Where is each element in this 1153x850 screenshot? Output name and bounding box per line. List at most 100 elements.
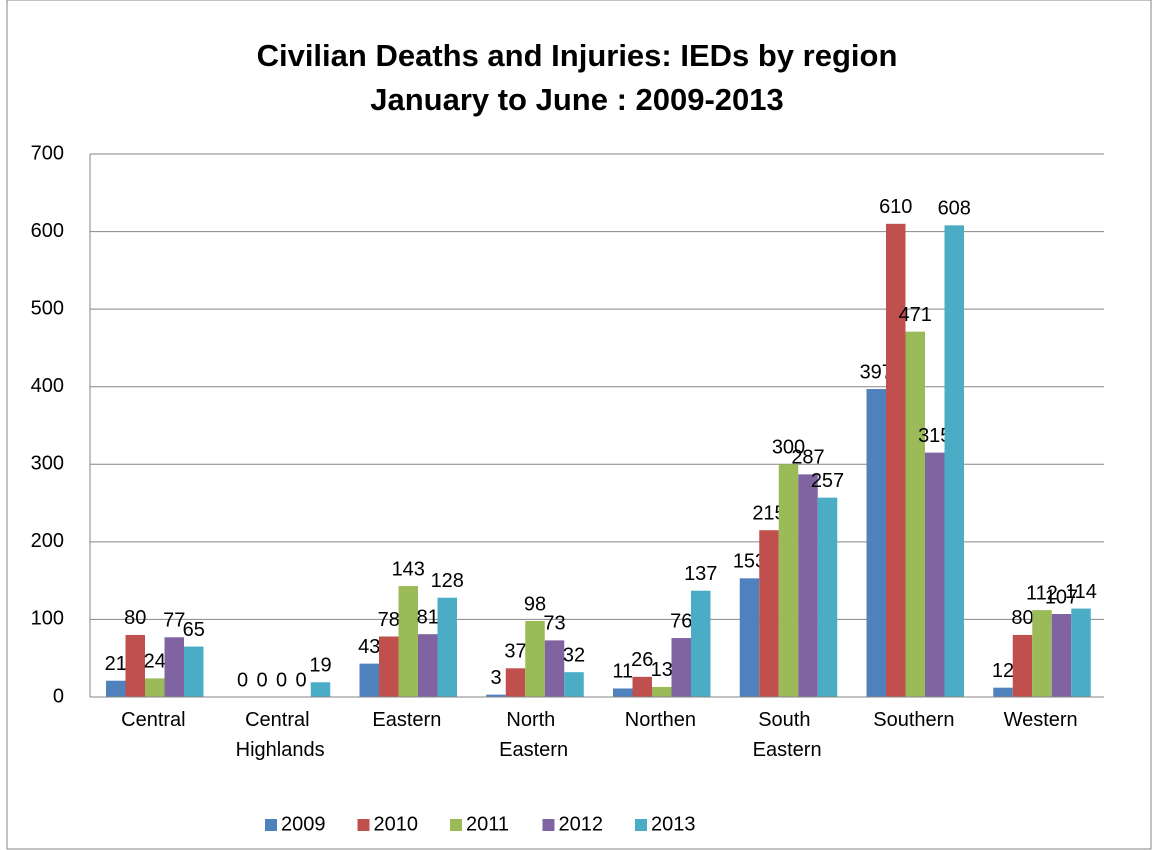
y-tick-label: 200 xyxy=(31,530,64,552)
legend-swatch xyxy=(450,819,462,831)
bar xyxy=(798,474,818,697)
bar xyxy=(925,452,945,697)
legend-label: 2011 xyxy=(466,813,509,835)
legend-swatch xyxy=(357,819,370,831)
x-tick-label: Western xyxy=(1004,709,1078,731)
x-tick-label: Central Highlands xyxy=(236,709,325,761)
legend-swatch xyxy=(635,819,647,831)
data-label: 80 xyxy=(1011,607,1033,629)
data-label: 73 xyxy=(543,613,565,635)
bar xyxy=(564,672,584,697)
y-tick-label: 500 xyxy=(31,297,64,319)
legend-label: 2012 xyxy=(559,813,604,835)
legend-label: 2013 xyxy=(651,813,696,835)
x-tick-label: Southern xyxy=(873,709,954,731)
data-label: 65 xyxy=(183,619,205,641)
bar xyxy=(817,497,838,697)
y-tick-label: 400 xyxy=(31,375,64,397)
legend-label: 2010 xyxy=(374,813,419,835)
bar xyxy=(759,530,779,697)
bar xyxy=(106,680,126,697)
data-label: 78 xyxy=(378,609,400,631)
bar xyxy=(1071,608,1091,697)
bar xyxy=(993,687,1013,697)
bar xyxy=(544,640,565,697)
data-label: 37 xyxy=(504,641,526,663)
data-label: 11 xyxy=(612,661,633,683)
bar xyxy=(886,223,906,698)
bar xyxy=(866,389,886,697)
data-label: 26 xyxy=(631,649,653,671)
x-tick-label: Central xyxy=(121,709,185,731)
bar xyxy=(359,663,379,697)
data-label: 77 xyxy=(163,610,185,632)
data-label: 287 xyxy=(791,447,824,469)
bar xyxy=(486,694,506,697)
bar xyxy=(125,634,145,697)
data-label: 112 xyxy=(1026,582,1058,604)
data-label: 315 xyxy=(918,425,951,447)
data-label: 76 xyxy=(670,610,692,632)
x-tick-label: Eastern xyxy=(372,709,441,731)
bar xyxy=(1032,610,1052,697)
y-tick-label: 600 xyxy=(31,220,64,242)
bar xyxy=(379,636,399,697)
bar xyxy=(613,688,633,697)
x-tick-label: North Eastern xyxy=(499,709,568,761)
bar xyxy=(505,668,526,697)
bar xyxy=(525,620,545,697)
x-tick-label: South Eastern xyxy=(753,709,822,761)
y-tick-label: 300 xyxy=(31,453,64,475)
legend-swatch xyxy=(542,819,555,831)
chart-title: Civilian Deaths and Injuries: IEDs by re… xyxy=(257,38,898,73)
bar xyxy=(671,638,691,697)
bar xyxy=(310,682,331,697)
data-label: 21 xyxy=(105,653,127,675)
bar xyxy=(164,637,184,697)
bar xyxy=(1012,634,1033,697)
bar xyxy=(652,686,672,697)
bar xyxy=(1051,613,1072,697)
bar xyxy=(145,678,165,697)
bar xyxy=(398,586,418,697)
y-tick-label: 0 xyxy=(53,685,64,707)
data-label: 153 xyxy=(733,551,766,573)
data-label: 610 xyxy=(879,196,912,218)
data-label: 0 xyxy=(256,669,267,691)
data-label: 81 xyxy=(417,606,439,628)
bar xyxy=(739,578,760,697)
data-label: 143 xyxy=(392,558,425,580)
x-tick-label: Northen xyxy=(625,709,696,731)
data-label: 3 xyxy=(490,667,501,689)
chart-subtitle: January to June : 2009-2013 xyxy=(370,82,784,117)
bar xyxy=(905,331,925,697)
y-tick-label: 100 xyxy=(31,608,64,630)
bar xyxy=(184,646,204,697)
bar xyxy=(944,225,964,697)
data-label: 300 xyxy=(772,437,805,459)
data-label: 80 xyxy=(124,607,146,629)
data-label: 128 xyxy=(431,570,464,592)
data-label: 114 xyxy=(1065,581,1097,603)
bar xyxy=(691,590,711,697)
data-label: 32 xyxy=(563,644,585,666)
data-label: 0 xyxy=(295,669,306,691)
bar xyxy=(632,676,652,697)
data-label: 43 xyxy=(358,636,380,658)
bar xyxy=(418,634,438,697)
data-label: 24 xyxy=(144,651,166,673)
data-label: 0 xyxy=(237,669,248,691)
data-label: 257 xyxy=(811,470,844,492)
data-label: 608 xyxy=(938,198,971,220)
legend-label: 2009 xyxy=(281,813,326,835)
data-label: 13 xyxy=(651,659,673,681)
bar xyxy=(437,597,457,697)
data-label: 215 xyxy=(752,503,785,525)
y-tick-label: 700 xyxy=(31,142,64,164)
data-label: 137 xyxy=(684,563,717,585)
data-label: 471 xyxy=(899,304,932,326)
data-label: 19 xyxy=(309,655,331,677)
data-label: 98 xyxy=(524,593,546,615)
data-label: 107 xyxy=(1045,586,1078,608)
